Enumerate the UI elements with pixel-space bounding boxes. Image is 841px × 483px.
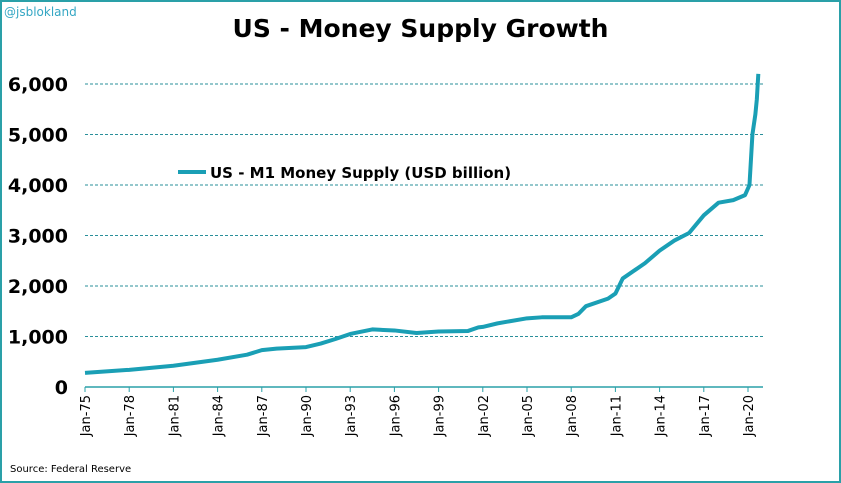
x-tick-label: Jan-78 <box>123 395 138 437</box>
legend-label: US - M1 Money Supply (USD billion) <box>210 164 511 182</box>
chart-title: US - Money Supply Growth <box>232 14 609 43</box>
x-tick-label: Jan-11 <box>609 395 624 437</box>
y-tick-label: 5,000 <box>8 125 68 147</box>
y-tick-label: 3,000 <box>8 226 68 248</box>
x-tick-label: Jan-99 <box>433 395 448 437</box>
source-note: Source: Federal Reserve <box>10 464 132 475</box>
y-tick-label: 6,000 <box>8 74 68 96</box>
x-tick-label: Jan-87 <box>256 395 271 437</box>
x-tick-label: Jan-17 <box>698 395 713 437</box>
y-tick-label: 2,000 <box>8 276 68 298</box>
x-tick-label: Jan-08 <box>565 395 580 437</box>
x-tick-label: Jan-93 <box>344 395 359 437</box>
x-tick-label: Jan-75 <box>79 395 94 437</box>
x-tick-label: Jan-81 <box>167 395 182 437</box>
y-tick-label: 4,000 <box>8 175 68 197</box>
x-tick-label: Jan-05 <box>521 395 536 437</box>
x-tick-label: Jan-20 <box>742 395 757 437</box>
x-tick-label: Jan-02 <box>477 395 492 437</box>
x-tick-label: Jan-96 <box>388 395 403 437</box>
author-handle: @jsblokland <box>4 5 77 19</box>
series-line-m1 <box>84 73 761 375</box>
y-tick-label: 0 <box>55 377 68 399</box>
x-tick-label: Jan-90 <box>300 395 315 437</box>
x-tick-label: Jan-14 <box>654 395 669 437</box>
y-tick-label: 1,000 <box>8 327 68 349</box>
x-tick-label: Jan-84 <box>212 395 227 437</box>
